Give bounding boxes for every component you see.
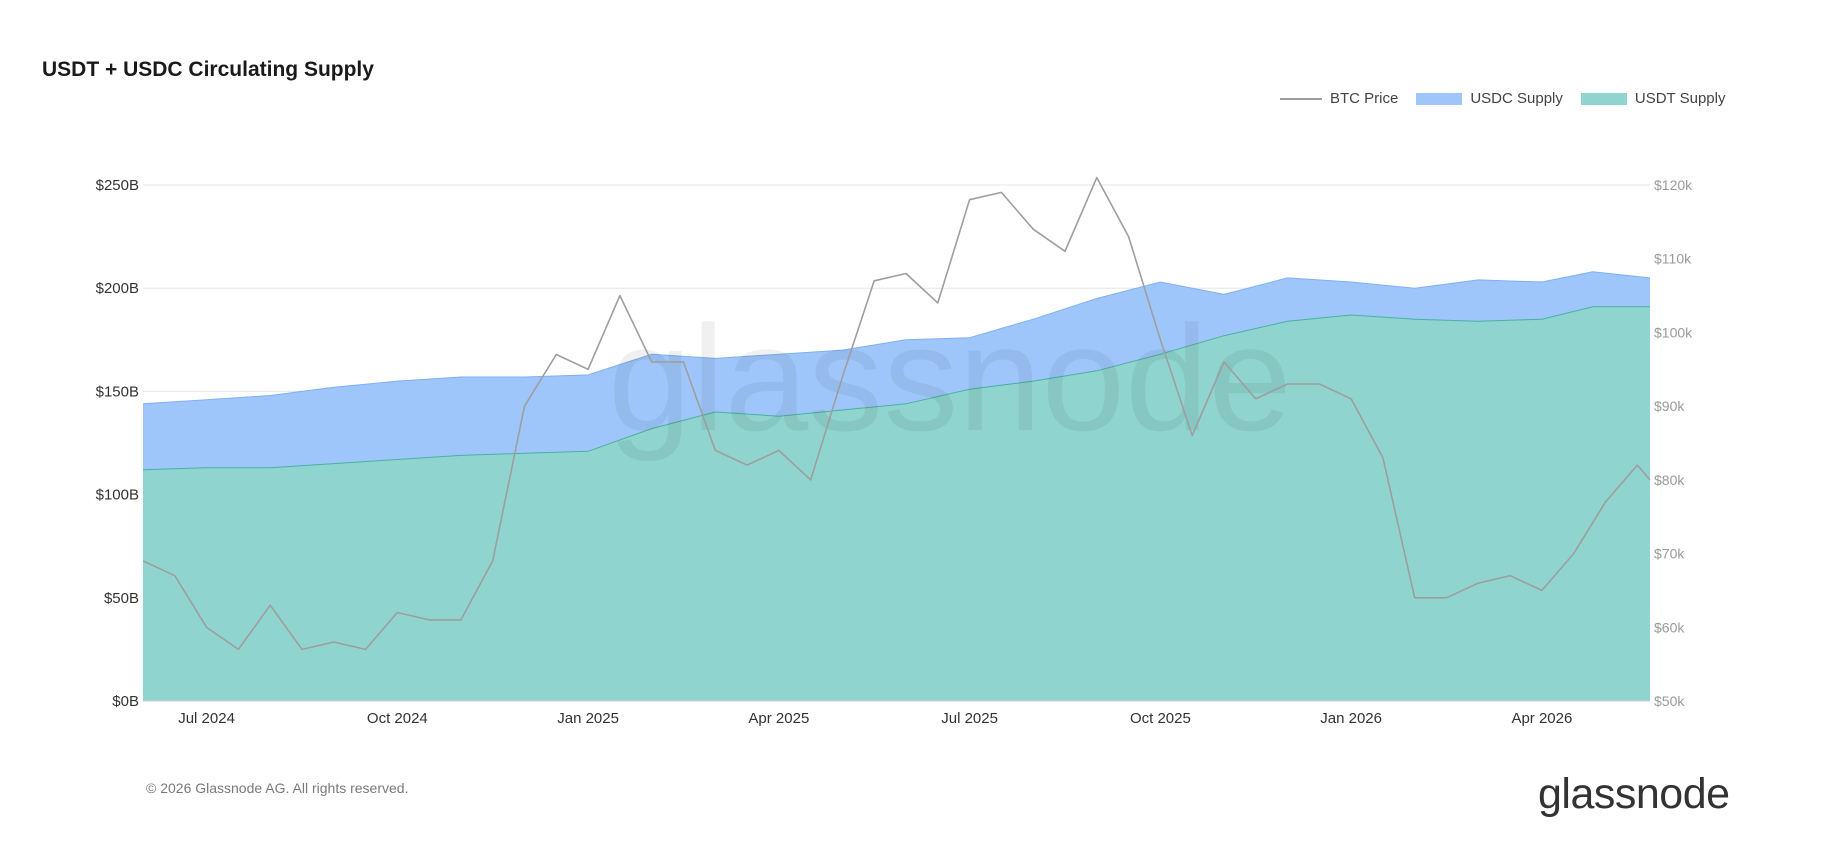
usdc-supply-edge bbox=[142, 271, 1651, 405]
x-tick-label: Jan 2026 bbox=[1320, 710, 1382, 727]
legend-entry-usdc[interactable]: USDC Supply bbox=[1416, 90, 1563, 107]
y-right-tick-label: $110k bbox=[1654, 251, 1692, 267]
legend-swatch-btc bbox=[1280, 97, 1322, 100]
y-right-tick-label: $100k bbox=[1654, 324, 1693, 340]
legend-swatch-usdc bbox=[1416, 92, 1463, 105]
y-left-tick-label: $0B bbox=[112, 693, 139, 710]
x-tick-label: Oct 2025 bbox=[1130, 710, 1191, 727]
legend-label-btc: BTC Price bbox=[1330, 90, 1399, 107]
x-tick-label: Jul 2025 bbox=[941, 710, 998, 727]
y-axis-left: $0B $50B $100B $150B $200B $250B bbox=[96, 177, 139, 710]
legend-label-usdc: USDC Supply bbox=[1470, 90, 1563, 107]
legend-swatch-usdt bbox=[1580, 92, 1627, 105]
y-right-tick-label: $120k bbox=[1654, 177, 1693, 193]
watermark-text: glassnode bbox=[608, 294, 1292, 462]
y-left-tick-label: $100B bbox=[96, 487, 139, 504]
y-right-tick-label: $90k bbox=[1654, 398, 1685, 414]
chart-title: USDT + USDC Circulating Supply bbox=[42, 58, 374, 81]
y-left-tick-label: $200B bbox=[96, 280, 139, 297]
chart-legend: BTC Price USDC Supply USDT Supply bbox=[1280, 90, 1725, 107]
copyright-notice: © 2026 Glassnode AG. All rights reserved… bbox=[146, 780, 409, 796]
legend-entry-usdt[interactable]: USDT Supply bbox=[1580, 90, 1726, 107]
x-tick-label: Apr 2026 bbox=[1511, 710, 1572, 727]
x-tick-label: Jan 2025 bbox=[557, 710, 619, 727]
glassnode-logo: glassnode bbox=[1538, 770, 1730, 818]
y-right-tick-label: $50k bbox=[1654, 693, 1685, 709]
y-right-tick-label: $80k bbox=[1654, 472, 1685, 488]
y-right-tick-label: $60k bbox=[1654, 619, 1685, 635]
y-axis-right: $50k $60k $70k $80k $90k $100k $110k $120k bbox=[1654, 177, 1693, 709]
usdt-supply-area bbox=[143, 306, 1650, 701]
y-left-tick-label: $150B bbox=[96, 383, 139, 400]
y-right-tick-label: $70k bbox=[1654, 546, 1685, 562]
y-left-tick-label: $50B bbox=[104, 590, 139, 607]
y-left-tick-label: $250B bbox=[96, 177, 139, 194]
legend-entry-btc[interactable]: BTC Price bbox=[1280, 90, 1398, 107]
x-axis: Jul 2024 Oct 2024 Jan 2025 Apr 2025 Jul 2025… bbox=[143, 700, 1650, 727]
x-tick-label: Apr 2025 bbox=[748, 710, 809, 727]
x-tick-label: Oct 2024 bbox=[367, 710, 428, 727]
btc-price-line bbox=[142, 176, 1651, 651]
x-tick-label: Jul 2024 bbox=[178, 710, 235, 727]
legend-label-usdt: USDT Supply bbox=[1634, 90, 1726, 107]
usdt-supply-edge bbox=[142, 306, 1650, 471]
